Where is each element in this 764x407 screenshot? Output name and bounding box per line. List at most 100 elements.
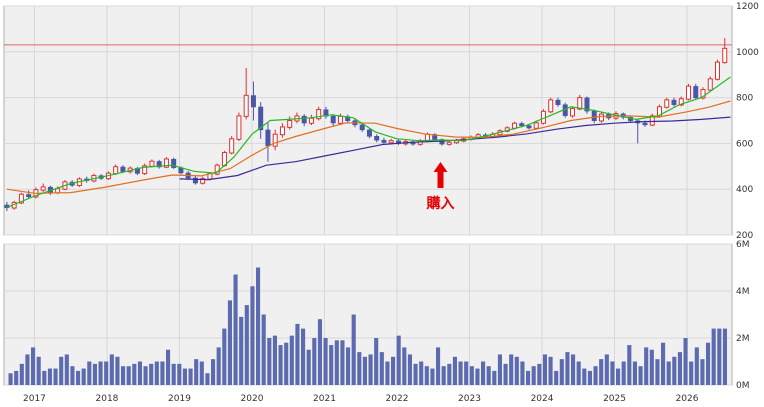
volume-bar [486,366,491,385]
volume-bar [36,356,41,385]
volume-bar [469,366,474,385]
candle-body [548,99,554,113]
volume-bar [272,335,277,385]
volume-bar [497,354,502,385]
volume-bar [317,319,322,385]
volume-bar [222,328,227,385]
volume-bar [514,356,519,385]
candle-body [374,136,380,141]
volume-bar [115,356,120,385]
candle-body [272,133,278,147]
price-y-tick-label: 600 [736,139,753,149]
ma-short-line [6,76,731,209]
volume-bar [126,366,131,385]
price-y-tick-label: 1200 [736,2,759,12]
candle-body [533,122,539,129]
volume-bar [447,363,452,385]
candle-body [279,126,285,136]
volume-bar [683,338,688,385]
volume-bar [672,356,677,385]
candle-body [693,86,699,99]
volume-bar [627,345,632,385]
price-y-tick-label: 800 [736,94,753,104]
candle-body [678,98,684,106]
volume-bar [554,370,559,385]
volume-bar [194,359,199,385]
volume-bar [211,359,216,385]
volume-bar [177,363,182,385]
volume-bar [256,267,261,385]
volume-bar [351,314,356,385]
volume-bar [711,328,716,385]
volume-bar [582,368,587,385]
volume-bar [199,361,204,385]
volume-bar [109,354,114,385]
candle-body [569,108,575,117]
volume-bar [81,368,86,385]
x-tick-label: 2017 [23,394,46,404]
volume-bar [700,359,705,385]
volume-bar [154,361,159,385]
volume-bar [559,359,564,385]
candle-body [243,94,249,117]
volume-bar [334,340,339,385]
volume-y-tick-label: 4M [736,287,750,297]
candle-body [113,166,119,175]
volume-bar [604,354,609,385]
volume-bar [149,363,154,385]
volume-bar [132,363,137,385]
price-panel: 1200 1000 800 600 400 200 購入 [3,2,759,241]
candle-body [519,123,525,127]
x-tick-label: 2018 [96,394,119,404]
candle-body [287,120,293,128]
candle-body [591,110,597,121]
volume-bar [306,349,311,385]
volume-bar [53,368,58,385]
volume-bar [638,366,643,385]
volume-y-tick-label: 2M [736,334,750,344]
candle-body [511,122,517,129]
candle-body [598,113,604,122]
volume-bar [576,361,581,385]
buy-annotation: 購入 [426,195,455,212]
volume-bar [464,361,469,385]
candle-body [250,95,256,108]
volume-bar [526,370,531,385]
candle-body [258,106,264,131]
volume-bar [407,354,412,385]
volume-bar [329,345,334,385]
volume-bar [301,328,306,385]
x-axis: 2017 2018 2019 2020 2021 2022 2023 2024 2025 2026 [23,394,699,404]
volume-bar [295,323,300,385]
volume-bar [632,361,637,385]
volume-bar [216,347,221,385]
x-tick-label: 2019 [168,394,191,404]
volume-bar [64,354,69,385]
volume-bar [655,359,660,385]
candle-body [664,99,670,108]
candle-body [671,99,677,105]
price-plot-area [3,5,733,236]
volume-bar [402,347,407,385]
candle-body [700,89,706,99]
volume-bar [537,363,542,385]
volume-bar [368,354,373,385]
volume-bars [8,267,727,385]
x-tick-label: 2026 [676,394,699,404]
volume-bar [205,373,210,385]
candle-body [171,158,177,168]
volume-bar [587,370,592,385]
volume-bar [452,356,457,385]
candle-body [316,109,322,120]
volume-bar [385,361,390,385]
volume-bar [244,305,249,385]
volume-bar [87,361,92,385]
volume-bar [689,361,694,385]
volume-bar [413,363,418,385]
volume-bar [121,366,126,385]
candle-body [192,177,198,184]
candle-body [229,138,235,154]
volume-bar [143,366,148,385]
candle-body [722,47,728,64]
volume-bar [441,366,446,385]
